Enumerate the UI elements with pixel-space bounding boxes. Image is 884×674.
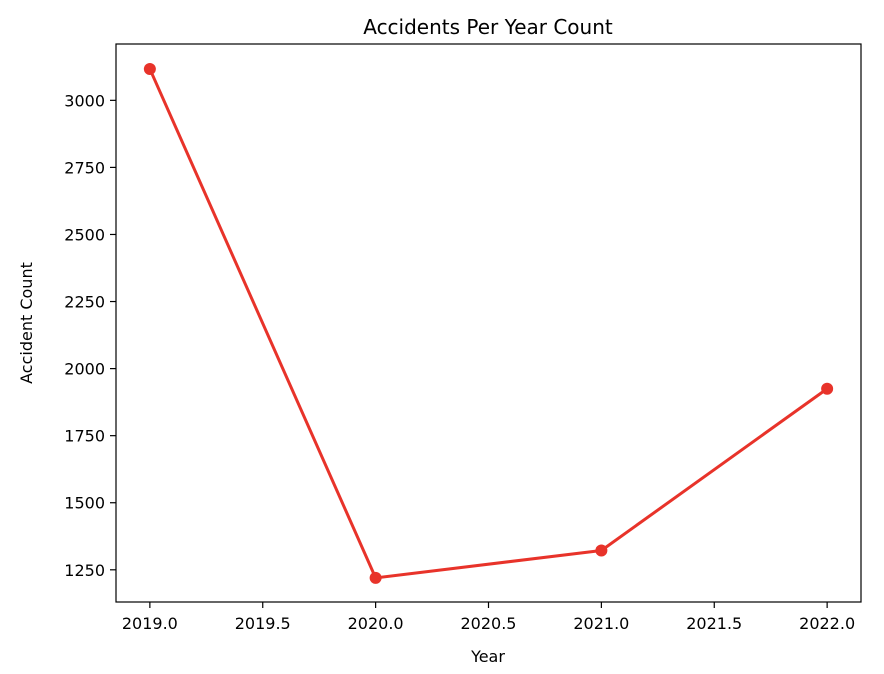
y-axis-label: Accident Count (17, 262, 36, 384)
data-point (821, 382, 834, 395)
y-tick-label: 2750 (64, 158, 105, 177)
x-tick-label: 2022.0 (799, 614, 855, 633)
y-tick-label: 1750 (64, 427, 105, 446)
y-tick-label: 2250 (64, 293, 105, 312)
y-tick-label: 1250 (64, 561, 105, 580)
x-tick-label: 2020.5 (461, 614, 517, 633)
x-tick-label: 2020.0 (348, 614, 404, 633)
series-line (148, 68, 829, 580)
y-tick-label: 2000 (64, 360, 105, 379)
chart-title: Accidents Per Year Count (363, 15, 613, 39)
y-tick-label: 3000 (64, 91, 105, 110)
y-tick-label: 2500 (64, 225, 105, 244)
plot-area: 2019.0 2019.5 2020.0 2020.5 2021.0 2021.5 2022… (64, 43, 862, 633)
x-tick-label: 2021.5 (686, 614, 742, 633)
data-point (595, 544, 608, 557)
x-axis-label: Year (470, 647, 505, 666)
x-tick-label: 2021.0 (573, 614, 629, 633)
data-point (143, 62, 156, 75)
x-tick-label: 2019.5 (235, 614, 291, 633)
data-point (369, 571, 382, 584)
y-tick-label: 1500 (64, 494, 105, 513)
plot-frame (115, 43, 862, 603)
x-tick-label: 2019.0 (122, 614, 178, 633)
